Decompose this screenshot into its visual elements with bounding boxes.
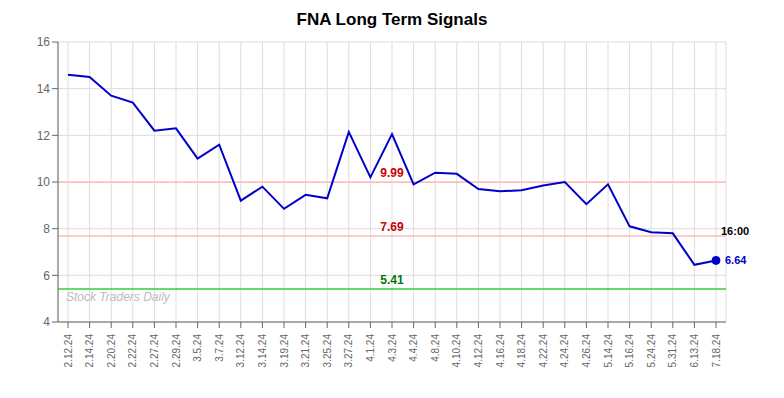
- svg-text:3.21.24: 3.21.24: [300, 334, 311, 368]
- svg-text:3.19.24: 3.19.24: [279, 334, 290, 368]
- svg-text:6: 6: [43, 269, 50, 283]
- svg-text:5.31.24: 5.31.24: [667, 334, 678, 368]
- svg-text:6.64: 6.64: [725, 254, 747, 266]
- svg-text:2.22.24: 2.22.24: [127, 334, 138, 368]
- svg-text:7.69: 7.69: [380, 220, 404, 234]
- svg-text:9.99: 9.99: [380, 166, 404, 180]
- svg-text:4.4.24: 4.4.24: [408, 334, 419, 362]
- svg-text:4.26.24: 4.26.24: [581, 334, 592, 368]
- svg-text:2.12.24: 2.12.24: [63, 334, 74, 368]
- svg-text:6.13.24: 6.13.24: [689, 334, 700, 368]
- svg-text:12: 12: [37, 129, 51, 143]
- svg-text:4.1.24: 4.1.24: [365, 334, 376, 362]
- svg-text:2.29.24: 2.29.24: [171, 334, 182, 368]
- svg-text:4.10.24: 4.10.24: [451, 334, 462, 368]
- svg-text:3.27.24: 3.27.24: [343, 334, 354, 368]
- svg-text:4.22.24: 4.22.24: [538, 334, 549, 368]
- svg-text:16: 16: [37, 35, 51, 49]
- html-text:FNA Long Term Signals: FNA Long Term Signals: [296, 10, 488, 29]
- svg-text:7.18.24: 7.18.24: [711, 334, 722, 368]
- svg-text:8: 8: [43, 222, 50, 236]
- svg-text:4.12.24: 4.12.24: [473, 334, 484, 368]
- svg-text:4: 4: [43, 315, 50, 329]
- svg-text:5.41: 5.41: [380, 273, 404, 287]
- svg-text:5.24.24: 5.24.24: [646, 334, 657, 368]
- svg-text:4.24.24: 4.24.24: [559, 334, 570, 368]
- svg-text:3.12.24: 3.12.24: [235, 334, 246, 368]
- svg-text:4.8.24: 4.8.24: [430, 334, 441, 362]
- svg-text:4.18.24: 4.18.24: [516, 334, 527, 368]
- svg-text:5.16.24: 5.16.24: [624, 334, 635, 368]
- svg-text:10: 10: [37, 175, 51, 189]
- html-text:Stock Traders Daily: Stock Traders Daily: [66, 290, 170, 304]
- svg-text:2.20.24: 2.20.24: [106, 334, 117, 368]
- svg-text:4.3.24: 4.3.24: [387, 334, 398, 362]
- svg-text:4.16.24: 4.16.24: [495, 334, 506, 368]
- svg-text:3.14.24: 3.14.24: [257, 334, 268, 368]
- svg-text:2.27.24: 2.27.24: [149, 334, 160, 368]
- svg-text:5.14.24: 5.14.24: [603, 334, 614, 368]
- svg-text:3.7.24: 3.7.24: [214, 334, 225, 362]
- svg-text:3.25.24: 3.25.24: [322, 334, 333, 368]
- svg-text:16:00: 16:00: [721, 225, 749, 237]
- svg-text:14: 14: [37, 82, 51, 96]
- svg-text:2.14.24: 2.14.24: [84, 334, 95, 368]
- svg-text:3.5.24: 3.5.24: [192, 334, 203, 362]
